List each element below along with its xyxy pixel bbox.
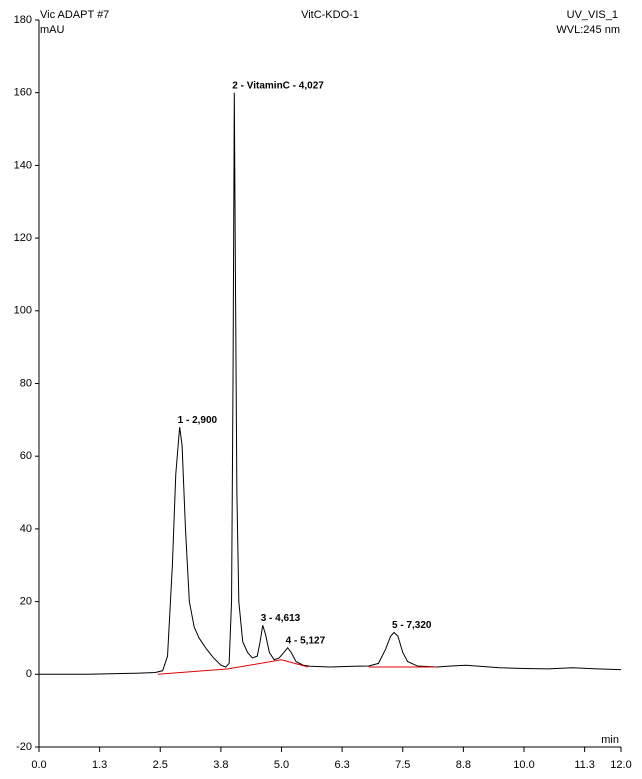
x-tick-label: 0.0 (31, 759, 46, 771)
y-tick-label: 80 (20, 377, 32, 389)
x-tick-label: 2.5 (153, 759, 168, 771)
peak-label: 2 - VitaminC - 4,027 (232, 80, 324, 91)
y-tick-label: 120 (14, 232, 32, 244)
header-right: UV_VIS_1 (567, 9, 618, 21)
peak-label: 3 - 4,613 (261, 613, 301, 624)
x-tick-label: 5.0 (274, 759, 289, 771)
header-left: Vic ADAPT #7 (40, 9, 109, 21)
x-tick-label: 3.8 (213, 759, 228, 771)
y-tick-label: 40 (20, 523, 32, 535)
y-tick-label: 140 (14, 159, 32, 171)
y-tick-label: 0 (26, 668, 32, 680)
chart-title: VitC-KDO-1 (301, 9, 359, 21)
y-tick-label: 60 (20, 450, 32, 462)
x-tick-label: 1.3 (92, 759, 107, 771)
x-tick-label: 10.0 (513, 759, 534, 771)
x-tick-label: 8.8 (456, 759, 471, 771)
x-tick-label: 7.5 (395, 759, 410, 771)
trace (39, 92, 622, 675)
y-tick-label: 160 (14, 87, 32, 99)
x-tick-label: 12.0 (610, 759, 631, 771)
x-tick-label: 6.3 (334, 759, 349, 771)
peak-label: 1 - 2,900 (178, 415, 218, 426)
y-tick-label: -20 (16, 741, 32, 753)
trace (157, 659, 437, 675)
peak-label: 4 - 5,127 (286, 635, 326, 646)
y-tick-label: 180 (14, 14, 32, 26)
y-tick-label: 100 (14, 305, 32, 317)
x-tick-label: 11.3 (574, 759, 595, 771)
peak-label: 5 - 7,320 (392, 620, 432, 631)
subtitle: WVL:245 nm (556, 24, 620, 36)
y-axis-label: mAU (40, 24, 65, 36)
y-tick-label: 20 (20, 596, 32, 608)
x-axis-label: min (601, 734, 619, 746)
